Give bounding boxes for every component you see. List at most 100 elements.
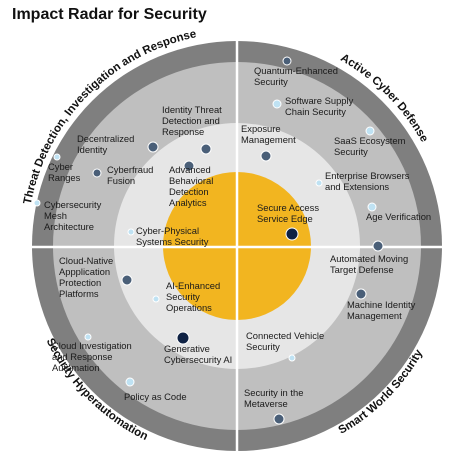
tech-dot (125, 377, 135, 387)
tech-label-line: Management (241, 134, 296, 145)
tech-label-line: Cyber (48, 161, 73, 172)
tech-label-line: Platforms (59, 288, 99, 299)
tech-item-exposure-management: Exposure Management (241, 123, 296, 162)
tech-item-enterprise-browsers-and-extensions: Enterprise Browsers and Extensions (315, 170, 410, 192)
tech-label-line: Security in the (244, 387, 303, 398)
tech-label: Cyberfraud Fusion (107, 164, 153, 186)
tech-label-line: Connected Vehicle (246, 330, 324, 341)
tech-label: Decentralized Identity (77, 133, 134, 155)
tech-item-saas-ecosystem-security: SaaS Ecosystem Security (334, 126, 406, 157)
rings (30, 38, 444, 456)
tech-label-line: Cyberfraud (107, 164, 153, 175)
tech-label-line: Management (347, 310, 402, 321)
tech-label-line: Automation (52, 362, 99, 373)
tech-label-line: Analytics (169, 197, 207, 208)
tech-dot (355, 288, 367, 300)
tech-dot (176, 331, 190, 345)
tech-label: Cybersecurity Mesh Architecture (44, 199, 102, 232)
tech-dot (282, 56, 292, 66)
tech-dot (33, 199, 41, 207)
tech-dot (152, 295, 160, 303)
tech-dot (183, 160, 195, 172)
tech-dot (367, 202, 377, 212)
tech-label-line: Operations (166, 302, 212, 313)
tech-label-line: Identity (77, 144, 108, 155)
tech-dot (92, 168, 102, 178)
tech-label-line: Security (166, 291, 200, 302)
tech-item-software-supply-chain-security: Software Supply Chain Security (272, 95, 354, 117)
tech-dot (260, 150, 272, 162)
tech-label: Cyber-Physical Systems Security (136, 225, 209, 247)
tech-label-line: Response (162, 126, 204, 137)
tech-label: Policy as Code (124, 391, 187, 402)
tech-label-line: Generative (164, 343, 210, 354)
radar-title: Impact Radar for Security (12, 6, 207, 23)
tech-label-line: Decentralized (77, 133, 134, 144)
tech-label-line: Architecture (44, 221, 94, 232)
tech-label-line: Cybersecurity (44, 199, 102, 210)
tech-label-line: Systems Security (136, 236, 209, 247)
tech-item-identity-threat-detection-and-response: Identity Threat Detection and Response (162, 104, 222, 155)
tech-label: SaaS Ecosystem Security (334, 135, 406, 157)
tech-label: Automated Moving Target Defense (330, 253, 408, 275)
tech-label-line: Enterprise Browsers (325, 170, 410, 181)
tech-item-policy-as-code: Policy as Code (124, 377, 187, 402)
tech-dot (147, 141, 159, 153)
tech-item-connected-vehicle-security: Connected Vehicle Security (246, 330, 324, 362)
tech-dot (272, 99, 282, 109)
tech-label: Advanced Behavioral Detection Analytics (169, 164, 213, 208)
tech-label: Software Supply Chain Security (285, 95, 354, 117)
tech-dot (285, 227, 299, 241)
tech-item-advanced-behavioral-detection-analytics: Advanced Behavioral Detection Analytics (169, 160, 213, 208)
tech-item-age-verification: Age Verification (366, 202, 431, 222)
tech-item-ai-enhanced-security-operations: AI-Enhanced Security Operations (152, 280, 220, 313)
tech-label-line: SaaS Ecosystem (334, 135, 406, 146)
tech-dot (53, 153, 61, 161)
tech-dot (127, 228, 135, 236)
tech-label-line: Detection (169, 186, 209, 197)
tech-item-cyberfraud-fusion: Cyberfraud Fusion (92, 164, 153, 186)
tech-label-line: Exposure (241, 123, 281, 134)
tech-dot (84, 333, 92, 341)
tech-label-line: Protection (59, 277, 101, 288)
tech-item-automated-moving-target-defense: Automated Moving Target Defense (330, 240, 408, 275)
tech-label-line: Fusion (107, 175, 135, 186)
tech-item-cloud-native-application-protection-platforms: Cloud-Native Appplication Protection Platfo… (59, 255, 133, 299)
tech-label: Cloud-Native Appplication Protection Platfo… (59, 255, 113, 299)
tech-item-decentralized-identity: Decentralized Identity (77, 133, 159, 155)
tech-dot (372, 240, 384, 252)
tech-item-generative-cybersecurity-ai: Generative Cybersecurity AI (164, 331, 232, 365)
tech-label: Identity Threat Detection and Response (162, 104, 222, 137)
tech-label-line: Age Verification (366, 211, 431, 222)
tech-dot (365, 126, 375, 136)
tech-dot (200, 143, 212, 155)
tech-label: Connected Vehicle Security (246, 330, 324, 352)
tech-label-line: Behavioral (169, 175, 213, 186)
tech-item-machine-identity-management: Machine Identity Management (347, 288, 416, 321)
tech-label-line: Cloud-Native (59, 255, 113, 266)
tech-item-cybersecurity-mesh-architecture: Cybersecurity Mesh Architecture (33, 199, 102, 232)
tech-label-line: Security (246, 341, 280, 352)
tech-dot (273, 413, 285, 425)
tech-label-line: Identity Threat (162, 104, 222, 115)
tech-item-cyber-physical-systems-security: Cyber-Physical Systems Security (127, 225, 209, 247)
tech-label: AI-Enhanced Security Operations (166, 280, 220, 313)
tech-label-line: Target Defense (330, 264, 394, 275)
tech-label-line: Mesh (44, 210, 67, 221)
tech-label: Secure Access Service Edge (257, 202, 319, 224)
tech-label-line: Cyber-Physical (136, 225, 199, 236)
tech-item-secure-access-service-edge: Secure Access Service Edge (257, 202, 319, 241)
tech-label-line: Machine Identity (347, 299, 416, 310)
tech-label-line: Detection and (162, 115, 220, 126)
tech-dot (121, 274, 133, 286)
tech-label-line: Service Edge (257, 213, 313, 224)
tech-item-cloud-investigation-and-response-automation: Cloud Investigation and Response Automatio… (52, 333, 132, 373)
tech-label: Cloud Investigation and Response Automatio… (52, 340, 132, 373)
tech-label: Exposure Management (241, 123, 296, 145)
tech-label: Quantum-Enhanced Security (254, 65, 338, 87)
tech-label-line: Secure Access (257, 202, 319, 213)
tech-label: Generative Cybersecurity AI (164, 343, 232, 365)
technology-layer: Quantum-Enhanced Security Software Supply C… (33, 56, 431, 425)
